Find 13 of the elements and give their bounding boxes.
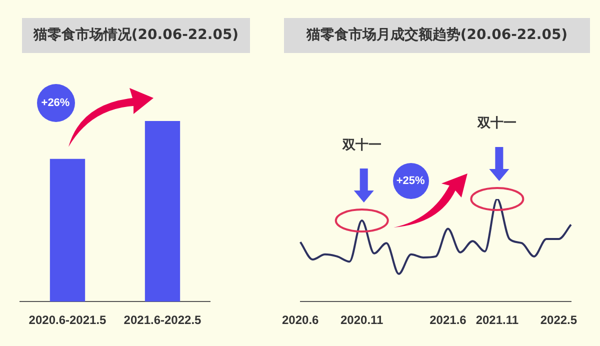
text: 双十一 xyxy=(342,136,382,154)
x-tick-label: 2022.5 xyxy=(540,313,578,328)
x-tick-label: 2020.6 xyxy=(282,313,320,328)
text: 双十一 xyxy=(478,115,517,132)
chart-title: 猫零食市场情况(20.06-22.05) xyxy=(22,18,250,53)
chart-title: 猫零食市场月成交额趋势(20.06-22.05) xyxy=(284,18,590,53)
x-tick-label: 2021.11 xyxy=(476,313,519,328)
x-tick-label: 2021.6-2022.5 xyxy=(124,313,202,328)
text: +25% xyxy=(392,162,429,199)
x-tick-label: 2020.11 xyxy=(340,313,384,328)
x-tick-label: 2020.6-2021.5 xyxy=(28,313,107,328)
text: +26% xyxy=(36,84,74,122)
x-tick-label: 2021.6 xyxy=(430,313,467,328)
